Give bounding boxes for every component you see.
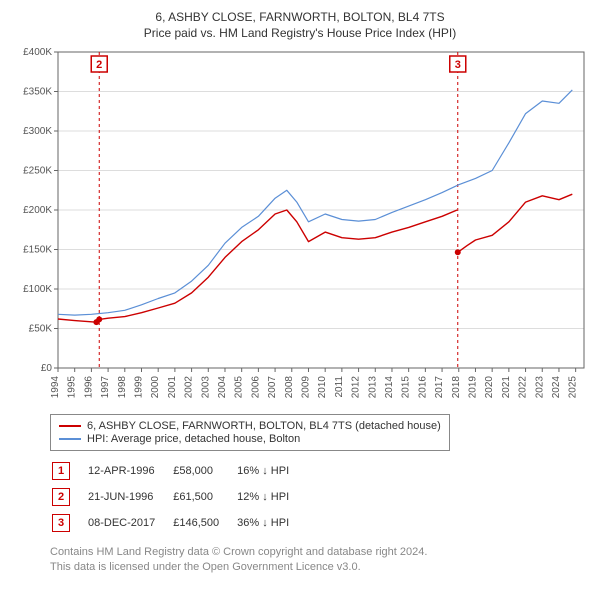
svg-text:£350K: £350K — [23, 87, 52, 98]
legend-swatch — [59, 438, 81, 440]
title-line-2: Price paid vs. HM Land Registry's House … — [10, 26, 590, 40]
svg-text:2022: 2022 — [518, 376, 529, 399]
legend-item: HPI: Average price, detached house, Bolt… — [59, 433, 441, 445]
svg-text:2014: 2014 — [384, 376, 395, 399]
svg-text:2018: 2018 — [451, 376, 462, 399]
svg-text:1997: 1997 — [100, 376, 111, 399]
footnote: Contains HM Land Registry data © Crown c… — [50, 545, 590, 575]
line-chart: £0 £50K £100K £150K £200K £250K £300K £350K £400… — [10, 46, 590, 406]
svg-text:2: 2 — [96, 59, 102, 71]
svg-text:2005: 2005 — [234, 376, 245, 399]
legend-label: HPI: Average price, detached house, Bolt… — [87, 433, 300, 445]
event-row: 2 21-JUN-1996£61,50012% ↓ HPI — [52, 485, 305, 509]
footnote-line-1: Contains HM Land Registry data © Crown c… — [50, 545, 590, 560]
svg-text:2015: 2015 — [401, 376, 412, 399]
svg-text:£300K: £300K — [23, 126, 52, 137]
event-date: 21-JUN-1996 — [88, 485, 171, 509]
svg-text:£50K: £50K — [29, 324, 53, 335]
event-id-box: 1 — [52, 462, 70, 480]
svg-text:2000: 2000 — [150, 376, 161, 399]
event-delta: 36% ↓ HPI — [237, 511, 305, 535]
event-delta: 16% ↓ HPI — [237, 459, 305, 483]
event-price: £146,500 — [173, 511, 235, 535]
svg-text:2025: 2025 — [568, 376, 579, 399]
svg-text:3: 3 — [455, 59, 461, 71]
svg-text:2024: 2024 — [551, 376, 562, 399]
svg-text:1996: 1996 — [83, 376, 94, 399]
svg-text:2011: 2011 — [334, 376, 345, 398]
svg-text:2016: 2016 — [417, 376, 428, 399]
chart-title-block: 6, ASHBY CLOSE, FARNWORTH, BOLTON, BL4 7… — [10, 10, 590, 40]
svg-text:2002: 2002 — [184, 376, 195, 399]
event-id-box: 3 — [52, 514, 70, 532]
svg-text:1998: 1998 — [117, 376, 128, 399]
footnote-line-2: This data is licensed under the Open Gov… — [50, 560, 590, 575]
svg-text:2017: 2017 — [434, 376, 445, 399]
legend-item: 6, ASHBY CLOSE, FARNWORTH, BOLTON, BL4 7… — [59, 420, 441, 432]
event-date: 12-APR-1996 — [88, 459, 171, 483]
event-id-box: 2 — [52, 488, 70, 506]
svg-text:1994: 1994 — [50, 376, 61, 399]
title-line-1: 6, ASHBY CLOSE, FARNWORTH, BOLTON, BL4 7… — [10, 10, 590, 24]
svg-text:£150K: £150K — [23, 245, 52, 256]
svg-text:2009: 2009 — [300, 376, 311, 399]
svg-text:2020: 2020 — [484, 376, 495, 399]
event-row: 3 08-DEC-2017£146,50036% ↓ HPI — [52, 511, 305, 535]
svg-text:£250K: £250K — [23, 166, 52, 177]
svg-text:2007: 2007 — [267, 376, 278, 399]
event-price: £61,500 — [173, 485, 235, 509]
svg-text:2010: 2010 — [317, 376, 328, 399]
svg-text:2019: 2019 — [467, 376, 478, 399]
svg-text:£400K: £400K — [23, 47, 52, 58]
chart-container: £0 £50K £100K £150K £200K £250K £300K £350K £400… — [10, 46, 590, 406]
svg-text:1995: 1995 — [67, 376, 78, 399]
svg-text:2001: 2001 — [167, 376, 178, 399]
event-price: £58,000 — [173, 459, 235, 483]
svg-text:2012: 2012 — [351, 376, 362, 399]
event-date: 08-DEC-2017 — [88, 511, 171, 535]
svg-text:2008: 2008 — [284, 376, 295, 399]
svg-text:1999: 1999 — [133, 376, 144, 399]
event-row: 1 12-APR-1996£58,00016% ↓ HPI — [52, 459, 305, 483]
event-delta: 12% ↓ HPI — [237, 485, 305, 509]
svg-text:£200K: £200K — [23, 205, 52, 216]
svg-text:£0: £0 — [41, 363, 53, 374]
svg-text:2004: 2004 — [217, 376, 228, 399]
legend-label: 6, ASHBY CLOSE, FARNWORTH, BOLTON, BL4 7… — [87, 420, 441, 432]
legend-swatch — [59, 425, 81, 427]
svg-text:2021: 2021 — [501, 376, 512, 399]
svg-text:2023: 2023 — [534, 376, 545, 399]
svg-text:2003: 2003 — [200, 376, 211, 399]
svg-text:2013: 2013 — [367, 376, 378, 399]
svg-text:2006: 2006 — [250, 376, 261, 399]
svg-text:£100K: £100K — [23, 284, 52, 295]
events-table: 1 12-APR-1996£58,00016% ↓ HPI 2 21-JUN-1996… — [50, 457, 307, 537]
legend: 6, ASHBY CLOSE, FARNWORTH, BOLTON, BL4 7… — [50, 414, 450, 451]
